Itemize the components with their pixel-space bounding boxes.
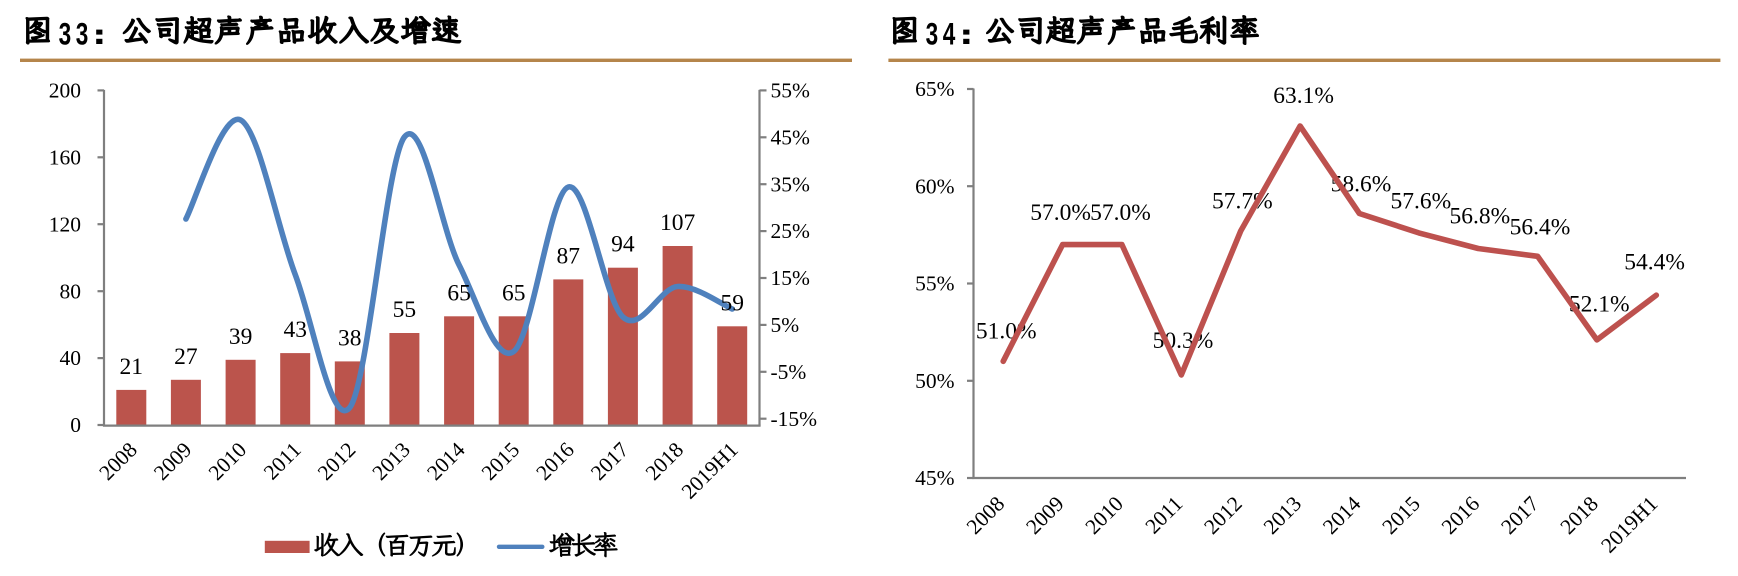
svg-text:51.0%: 51.0% — [976, 319, 1037, 345]
svg-text:33: 33 — [59, 16, 93, 52]
svg-text:57.0%: 57.0% — [1090, 200, 1151, 226]
svg-text:63.1%: 63.1% — [1273, 83, 1334, 109]
svg-text:56.4%: 56.4% — [1510, 214, 1571, 240]
svg-text:57.0%: 57.0% — [1030, 200, 1091, 226]
svg-text:45%: 45% — [771, 125, 811, 149]
svg-text:-5%: -5% — [771, 360, 807, 384]
svg-text:43: 43 — [283, 317, 307, 343]
svg-text:59: 59 — [720, 290, 744, 316]
svg-text:45%: 45% — [915, 466, 955, 490]
svg-text:55%: 55% — [915, 272, 955, 296]
svg-text:50%: 50% — [915, 369, 955, 393]
svg-text:56.8%: 56.8% — [1450, 203, 1511, 229]
svg-text:40: 40 — [60, 346, 82, 370]
svg-text:55%: 55% — [771, 79, 811, 103]
svg-text:87: 87 — [557, 243, 581, 269]
svg-text:65: 65 — [502, 280, 526, 306]
svg-text:39: 39 — [229, 324, 253, 350]
svg-text:25%: 25% — [771, 219, 811, 243]
svg-text:80: 80 — [60, 279, 82, 303]
svg-text:120: 120 — [49, 212, 81, 236]
svg-text:55: 55 — [393, 297, 417, 323]
svg-text:65%: 65% — [915, 77, 955, 101]
svg-text:15%: 15% — [771, 266, 811, 290]
svg-text:27: 27 — [174, 344, 198, 370]
svg-text:38: 38 — [338, 325, 362, 351]
svg-text:200: 200 — [49, 79, 81, 103]
svg-text:35%: 35% — [771, 172, 811, 196]
svg-text:65: 65 — [447, 280, 471, 306]
svg-text:57.6%: 57.6% — [1390, 188, 1451, 214]
svg-text:-15%: -15% — [771, 407, 818, 431]
svg-text:34: 34 — [926, 16, 960, 52]
svg-text:0: 0 — [70, 413, 81, 437]
svg-text:60%: 60% — [915, 174, 955, 198]
svg-text:54.4%: 54.4% — [1624, 250, 1685, 276]
svg-text:107: 107 — [660, 210, 696, 236]
svg-text:94: 94 — [611, 232, 635, 258]
svg-text:21: 21 — [120, 354, 144, 380]
svg-text:160: 160 — [49, 145, 81, 169]
svg-text:5%: 5% — [771, 313, 800, 337]
